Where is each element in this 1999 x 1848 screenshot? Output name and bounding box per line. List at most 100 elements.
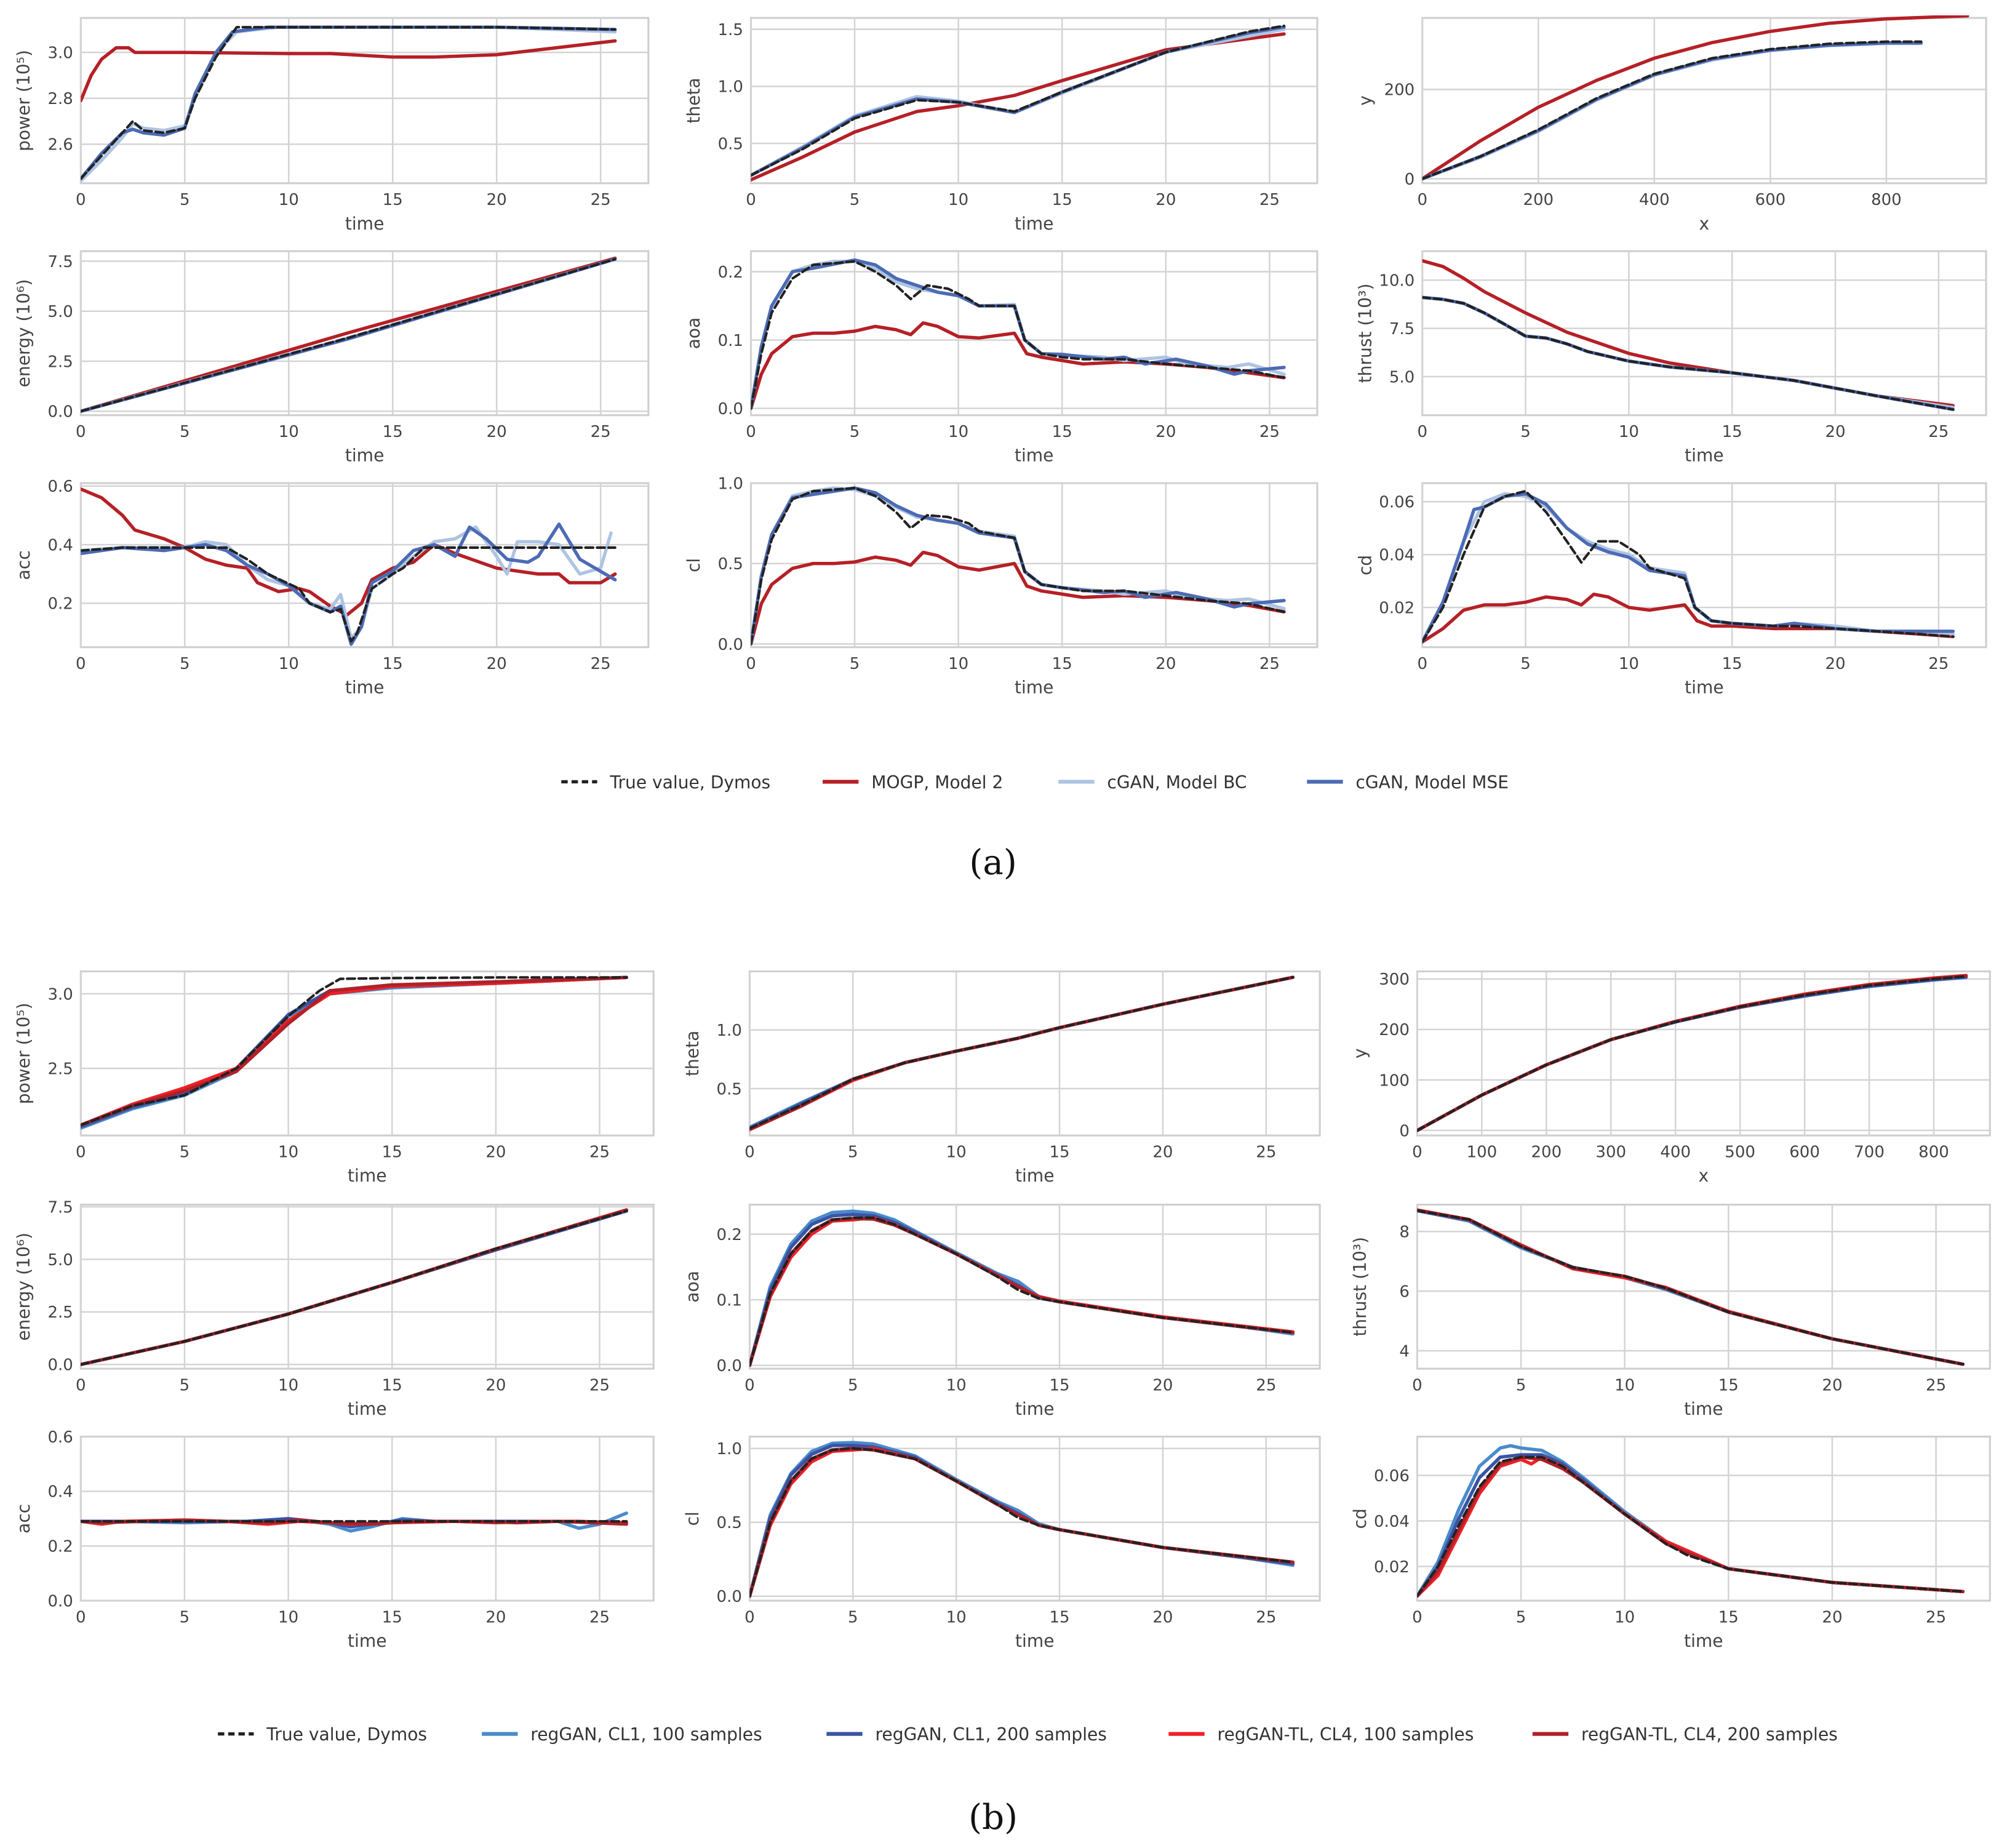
y-axis-label: power (10⁵) <box>14 1002 34 1104</box>
x-tick-label: 15 <box>1052 655 1072 673</box>
series-line-truth <box>751 486 1286 646</box>
subplot-b-power: 0 5 10 15 20 25 2.5 3.0 time power (10⁵) <box>14 970 655 1186</box>
x-tick-label: 10 <box>948 655 968 673</box>
x-tick-label: 25 <box>1256 1608 1276 1626</box>
y-axis-label: power (10⁵) <box>14 50 34 151</box>
y-tick-label: 0 <box>1405 170 1415 189</box>
y-axis-label: theta <box>682 1031 703 1076</box>
x-tick-label: 100 <box>1467 1143 1498 1162</box>
subplot-a-y: 0 200 400 600 800 0 200 x y <box>1355 15 1987 234</box>
subplot-b-aoa: 0 5 10 15 20 25 0.0 0.1 0.2 time aoa <box>682 1204 1321 1419</box>
legend-label: regGAN, CL1, 100 samples <box>530 1724 762 1745</box>
subplots: 0 5 10 15 20 25 2.6 2.8 3.0 time power (10⁵) 0 5 10 15… <box>14 15 1991 1651</box>
y-axis-label: aoa <box>684 318 704 350</box>
x-tick-label: 5 <box>180 191 190 209</box>
y-tick-label: 0.0 <box>718 400 743 418</box>
y-tick-label: 2.5 <box>47 1303 73 1322</box>
x-tick-label: 0 <box>1417 655 1427 673</box>
subplot-a-theta: 0 5 10 15 20 25 0.5 1.0 1.5 time theta <box>684 17 1319 234</box>
plot-area <box>749 17 1319 185</box>
x-tick-label: 5 <box>850 191 860 209</box>
x-axis-label: x <box>1699 1166 1709 1186</box>
x-axis-label: time <box>1684 1399 1723 1419</box>
y-tick-label: 0.06 <box>1379 494 1414 512</box>
series-line-truth <box>81 1209 628 1366</box>
x-tick-label: 15 <box>1052 191 1072 209</box>
x-tick-label: 0 <box>744 1608 755 1626</box>
x-tick-label: 15 <box>1718 1377 1739 1395</box>
subplot-a-acc: 0 5 10 15 20 25 0.2 0.4 0.6 time acc <box>14 478 650 698</box>
legend-label: cGAN, Model MSE <box>1355 772 1509 793</box>
plot-area <box>749 482 1319 649</box>
x-tick-label: 20 <box>1152 1377 1173 1395</box>
y-tick-label: 1.5 <box>718 21 743 39</box>
plot-area <box>748 1435 1321 1602</box>
subplot-a-energy: 0 5 10 15 20 25 0.0 2.5 5.0 7.5 time energy (10⁶) <box>14 250 650 466</box>
y-tick-label: 0.0 <box>47 403 73 422</box>
y-axis-label: cd <box>1355 555 1375 575</box>
x-axis-label: time <box>345 214 385 234</box>
y-tick-label: 200 <box>1379 1021 1410 1039</box>
series-line-truth <box>749 976 1295 1130</box>
y-tick-label: 2.5 <box>47 353 73 371</box>
x-tick-label: 5 <box>1520 655 1531 673</box>
series-line-truth <box>1417 975 1968 1132</box>
series-line-truth <box>751 260 1286 410</box>
x-tick-label: 15 <box>382 1377 402 1395</box>
y-tick-label: 0.1 <box>718 332 743 350</box>
series-line-truth <box>1422 40 1923 180</box>
x-axis-label: time <box>1015 446 1054 466</box>
plot-area <box>1416 1435 1991 1602</box>
x-tick-label: 500 <box>1725 1143 1755 1162</box>
x-tick-label: 0 <box>1417 191 1427 209</box>
y-tick-label: 0.6 <box>47 478 73 496</box>
y-tick-label: 0.0 <box>47 1356 73 1375</box>
x-axis-label: time <box>348 1399 387 1419</box>
y-tick-label: 0.4 <box>47 536 73 554</box>
y-tick-label: 0.02 <box>1379 599 1414 618</box>
x-tick-label: 10 <box>278 1608 298 1626</box>
x-tick-label: 10 <box>279 191 299 209</box>
plot-area <box>1421 250 1987 417</box>
x-tick-label: 10 <box>948 423 968 441</box>
x-tick-label: 15 <box>1722 655 1742 673</box>
series-line-mogp <box>1422 15 1969 181</box>
series-line-truth <box>1422 296 1955 411</box>
x-tick-label: 20 <box>487 191 507 209</box>
x-tick-label: 5 <box>850 423 860 441</box>
y-tick-label: 2.8 <box>47 90 73 108</box>
x-tick-label: 10 <box>948 191 968 209</box>
y-tick-label: 0.2 <box>47 1538 73 1556</box>
y-tick-label: 0.0 <box>47 1592 73 1610</box>
series-line-truth <box>81 258 616 413</box>
x-tick-label: 15 <box>383 423 403 441</box>
x-tick-label: 800 <box>1918 1143 1949 1162</box>
x-tick-label: 20 <box>1155 655 1176 673</box>
y-axis-label: cl <box>684 558 704 572</box>
y-tick-label: 2.5 <box>47 1060 73 1078</box>
series-line-truth <box>81 976 628 1127</box>
x-tick-label: 25 <box>1928 655 1949 673</box>
subplot-a-aoa: 0 5 10 15 20 25 0.0 0.1 0.2 time aoa <box>684 250 1319 466</box>
legend-label: MOGP, Model 2 <box>871 772 1003 793</box>
y-tick-label: 0.6 <box>47 1428 73 1447</box>
y-tick-label: 0.4 <box>47 1483 73 1502</box>
x-tick-label: 20 <box>1822 1608 1842 1626</box>
x-tick-label: 300 <box>1595 1143 1626 1162</box>
y-tick-label: 5.0 <box>47 1251 73 1270</box>
y-tick-label: 100 <box>1379 1071 1410 1090</box>
y-tick-label: 7.5 <box>47 1198 73 1217</box>
x-tick-label: 20 <box>1155 423 1176 441</box>
x-axis-label: time <box>1015 678 1054 698</box>
x-tick-label: 15 <box>382 1143 402 1162</box>
x-tick-label: 0 <box>1417 423 1427 441</box>
subplot-a-cd: 0 5 10 15 20 25 0.02 0.04 0.06 time cd <box>1355 482 1987 698</box>
x-tick-label: 25 <box>1259 423 1280 441</box>
x-tick-label: 10 <box>279 655 299 673</box>
subplot-b-acc: 0 5 10 15 20 25 0.0 0.2 0.4 0.6 time acc <box>14 1428 655 1651</box>
x-tick-label: 700 <box>1854 1143 1885 1162</box>
x-axis-label: time <box>1015 1166 1055 1186</box>
y-tick-label: 200 <box>1384 81 1415 100</box>
y-tick-label: 0.2 <box>717 1226 742 1244</box>
subplot-a-power: 0 5 10 15 20 25 2.6 2.8 3.0 time power (10⁵) <box>14 17 650 234</box>
